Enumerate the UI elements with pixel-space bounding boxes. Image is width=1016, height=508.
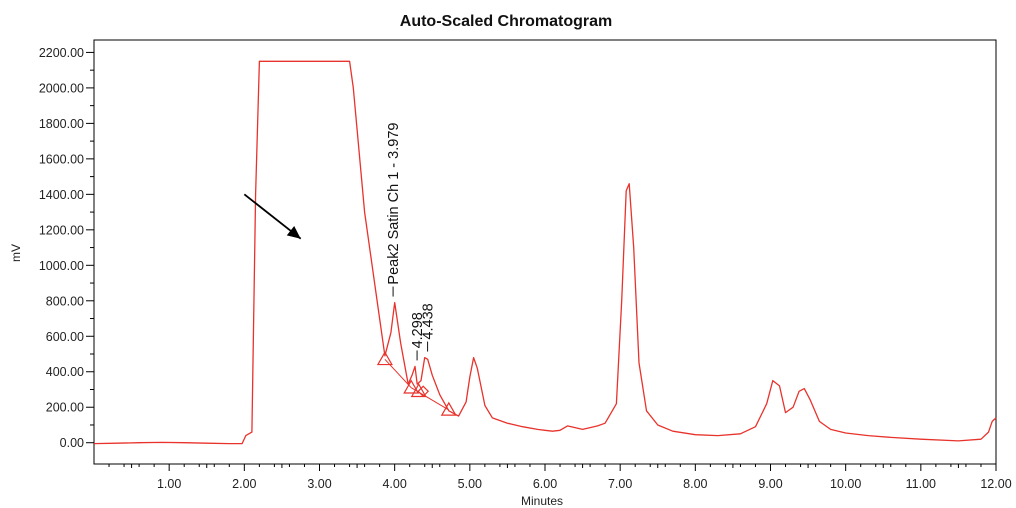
y-tick-label: 2200.00 bbox=[39, 46, 84, 60]
series-layer bbox=[93, 60, 997, 445]
plot-frame bbox=[93, 39, 997, 465]
x-tick-label: 10.00 bbox=[830, 477, 861, 491]
baseline-marker bbox=[403, 379, 420, 394]
y-axis-label: mV bbox=[9, 244, 23, 262]
y-tick-label: 1600.00 bbox=[39, 152, 84, 166]
peak-annotation: 4.298 bbox=[410, 312, 426, 348]
x-axis-label: Minutes bbox=[521, 494, 563, 508]
chromatogram-trace bbox=[93, 60, 997, 445]
x-tick-label: 11.00 bbox=[906, 477, 936, 491]
x-tick-label: 1.00 bbox=[157, 477, 181, 491]
chart-title: Auto-Scaled Chromatogram bbox=[400, 13, 612, 30]
x-tick-label: 8.00 bbox=[683, 477, 707, 491]
y-axis: 0.00 200.00 400.00 600.00 800.00 1000.00 1200.… bbox=[39, 46, 94, 450]
y-tick-label: 200.00 bbox=[46, 401, 84, 415]
axes bbox=[93, 39, 997, 465]
peak-annotation: 4.438 bbox=[421, 303, 437, 339]
x-tick-label: 3.00 bbox=[307, 477, 331, 491]
y-tick-label: 400.00 bbox=[46, 365, 84, 379]
y-tick-label: 2000.00 bbox=[39, 81, 84, 95]
y-tick-label: 1400.00 bbox=[39, 188, 84, 202]
baseline-marker bbox=[410, 383, 427, 398]
y-tick-label: 0.00 bbox=[60, 436, 84, 450]
y-tick-label: 1800.00 bbox=[39, 117, 84, 131]
y-tick-label: 1000.00 bbox=[39, 259, 84, 273]
y-tick-label: 800.00 bbox=[46, 294, 84, 308]
x-tick-label: 12.00 bbox=[980, 477, 1011, 491]
x-tick-label: 4.00 bbox=[382, 477, 406, 491]
peak-baseline bbox=[384, 358, 412, 389]
pointer-arrow bbox=[243, 193, 302, 240]
x-tick-label: 9.00 bbox=[758, 477, 782, 491]
x-tick-label: 2.00 bbox=[232, 477, 256, 491]
peak-marker bbox=[417, 385, 430, 398]
x-tick-label: 7.00 bbox=[608, 477, 632, 491]
x-axis: 1.00 2.00 3.00 4.00 5.00 6.00 7.00 8.00 9.00 10.0… bbox=[108, 464, 1012, 491]
y-tick-label: 600.00 bbox=[46, 330, 84, 344]
peak-annotation: Peak2 Satin Ch 1 - 3.979 bbox=[386, 123, 402, 285]
y-tick-label: 1200.00 bbox=[39, 223, 84, 237]
x-tick-label: 6.00 bbox=[533, 477, 557, 491]
arrow-head bbox=[286, 225, 301, 239]
baseline-marker bbox=[376, 351, 393, 366]
x-tick-label: 5.00 bbox=[458, 477, 482, 491]
baseline-marker bbox=[440, 401, 457, 416]
peak-markers bbox=[376, 351, 457, 416]
